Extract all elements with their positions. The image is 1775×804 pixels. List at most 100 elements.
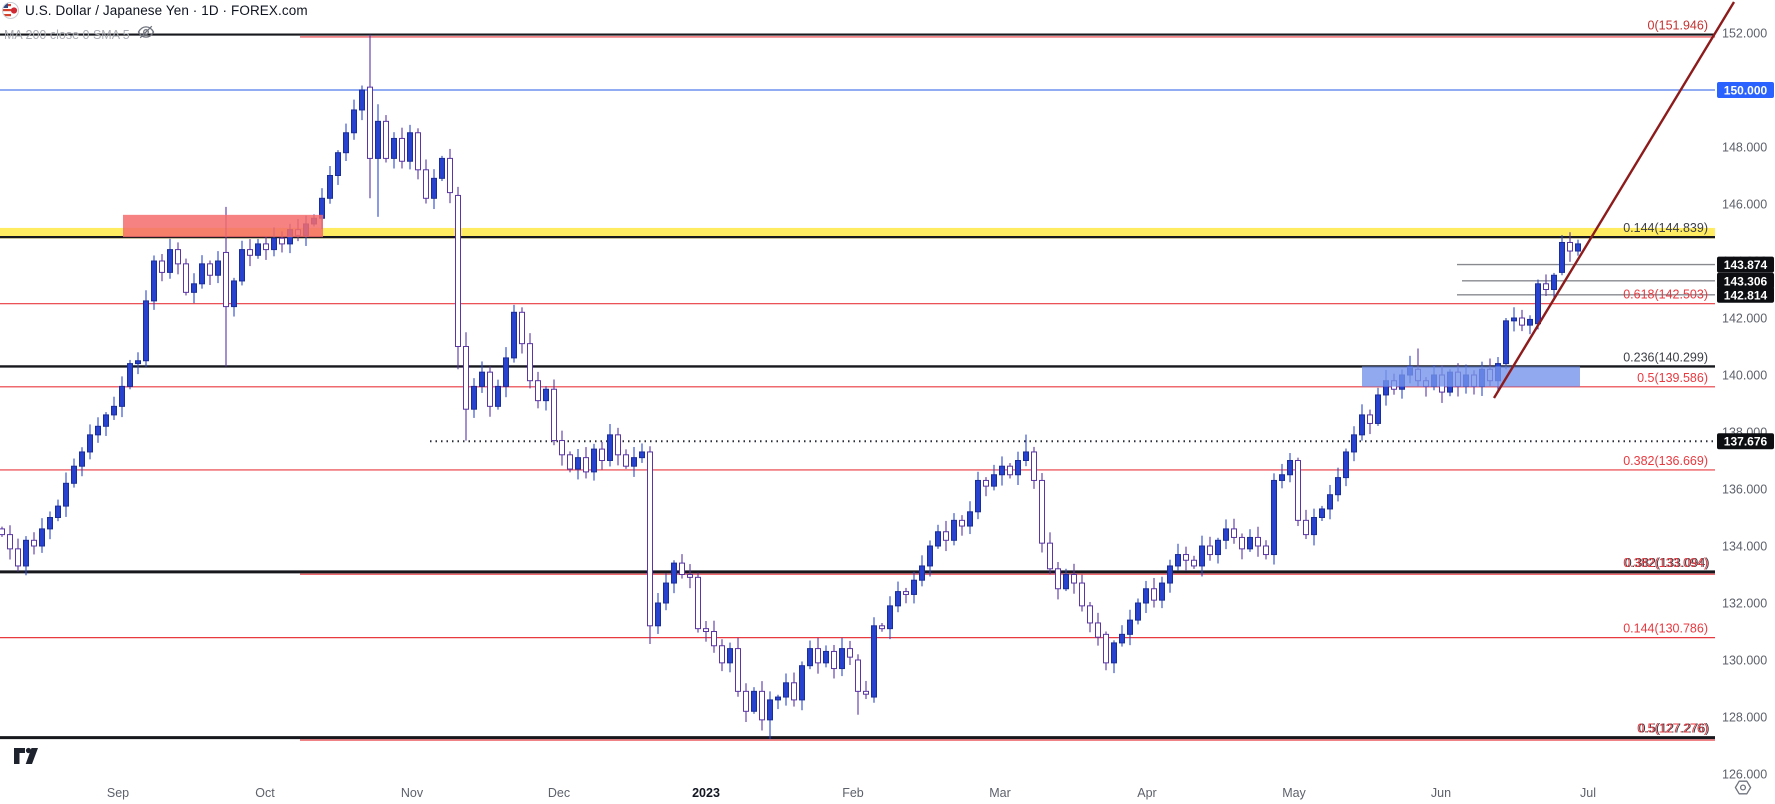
candle-body — [1039, 479, 1045, 544]
fib-level-label: 0.144(130.786) — [1623, 622, 1708, 636]
candle-body — [511, 311, 517, 359]
price-scale-settings-icon[interactable] — [1734, 779, 1752, 801]
yellow-resistance-band[interactable] — [0, 227, 1715, 239]
candle-body — [1319, 508, 1325, 519]
candle-body — [599, 448, 605, 462]
candle-body — [607, 434, 613, 462]
candle-body — [879, 625, 885, 630]
candle-body — [23, 539, 29, 567]
candle-body — [1167, 565, 1173, 584]
candle-body — [1087, 605, 1093, 624]
candle-body — [1055, 568, 1061, 590]
time-axis-label[interactable]: Mar — [989, 786, 1011, 800]
candle-body — [903, 591, 909, 595]
candle-body — [1303, 519, 1309, 536]
time-axis-label[interactable]: Feb — [842, 786, 864, 800]
candle-body — [503, 357, 509, 387]
candle-body — [791, 682, 797, 701]
candle-body — [1103, 633, 1109, 664]
candle-body — [247, 249, 253, 256]
price-axis-tick: 132.000 — [1722, 597, 1767, 611]
candle-body — [839, 648, 845, 670]
candle-body — [375, 120, 381, 159]
price-axis-tick: 152.000 — [1722, 27, 1767, 41]
candle-body — [487, 371, 493, 407]
candle-body — [1271, 479, 1277, 556]
fib-level-label: 0.236(140.299) — [1623, 350, 1708, 364]
candle-body — [1215, 539, 1221, 556]
candle-body — [679, 562, 685, 575]
candle-body — [71, 465, 77, 484]
candle-body — [111, 405, 117, 416]
candle-body — [367, 86, 373, 159]
candle-body — [743, 690, 749, 712]
candle-body — [687, 574, 693, 578]
candle-body — [951, 519, 957, 541]
candle-body — [31, 539, 37, 547]
candle-body — [471, 385, 477, 410]
candle-body — [615, 434, 621, 456]
candle-body — [1007, 465, 1013, 476]
candle-body — [927, 545, 933, 567]
tradingview-logo[interactable] — [14, 746, 44, 773]
candle-body — [279, 237, 285, 245]
candle-body — [1199, 545, 1205, 567]
price-axis-badge-text: 150.000 — [1724, 84, 1768, 98]
candle-body — [1191, 559, 1197, 567]
price-axis-badge — [1717, 272, 1774, 289]
time-axis-label[interactable]: Dec — [548, 786, 570, 800]
candle-body — [1071, 574, 1077, 584]
candle-body — [1111, 642, 1117, 664]
candle-body — [431, 177, 437, 199]
price-axis-tick: 128.000 — [1722, 711, 1767, 725]
candle-body — [199, 263, 205, 285]
time-axis-label[interactable]: Jun — [1431, 786, 1451, 800]
blue-demand-zone[interactable] — [1362, 366, 1580, 387]
candle-body — [207, 263, 213, 276]
candle-body — [1575, 243, 1581, 252]
candle-body — [591, 448, 597, 473]
candle-body — [1143, 588, 1149, 604]
candle-body — [871, 625, 877, 698]
indicator-legend[interactable]: MA 200 close 0 SMA 5 — [4, 25, 155, 44]
candle-body — [895, 591, 901, 607]
time-axis-label[interactable]: Jul — [1580, 786, 1596, 800]
symbol-title[interactable]: U.S. Dollar / Japanese Yen · 1D · FOREX.… — [25, 3, 308, 18]
candle-body — [1231, 528, 1237, 538]
candle-body — [151, 260, 157, 302]
candle-body — [79, 451, 85, 467]
time-axis-label[interactable]: Oct — [255, 786, 275, 800]
candle-body — [855, 659, 861, 692]
ascending-trendline[interactable] — [1492, 1, 1736, 399]
candle-body — [0, 528, 5, 536]
time-axis-label[interactable]: 2023 — [692, 786, 720, 800]
candle-body — [415, 132, 421, 171]
candle-body — [711, 631, 717, 647]
price-axis-tick: 130.000 — [1722, 654, 1767, 668]
price-axis-tick: 148.000 — [1722, 141, 1767, 155]
eye-off-icon[interactable] — [137, 25, 155, 44]
candle-body — [1023, 451, 1029, 462]
candle-body — [1239, 536, 1245, 550]
candle-body — [559, 440, 565, 456]
time-axis-label[interactable]: Nov — [401, 786, 424, 800]
candle-body — [1247, 536, 1253, 550]
candle-body — [1295, 460, 1301, 521]
candle-body — [359, 89, 365, 111]
fib-level-label: 0.5(139.586) — [1637, 371, 1708, 385]
candle-body — [887, 605, 893, 630]
red-supply-zone[interactable] — [123, 214, 323, 238]
time-axis-label[interactable]: Sep — [107, 786, 129, 800]
candle-body — [1359, 414, 1365, 436]
time-axis-label[interactable]: May — [1282, 786, 1306, 800]
candle-body — [55, 505, 61, 519]
candle-body — [655, 602, 661, 627]
candle-body — [799, 665, 805, 701]
time-axis-label[interactable]: Apr — [1137, 786, 1156, 800]
candle-body — [167, 249, 173, 273]
candle-body — [575, 457, 581, 470]
candle-body — [271, 237, 277, 251]
candle-body — [1223, 528, 1229, 541]
candle-body — [263, 243, 269, 251]
